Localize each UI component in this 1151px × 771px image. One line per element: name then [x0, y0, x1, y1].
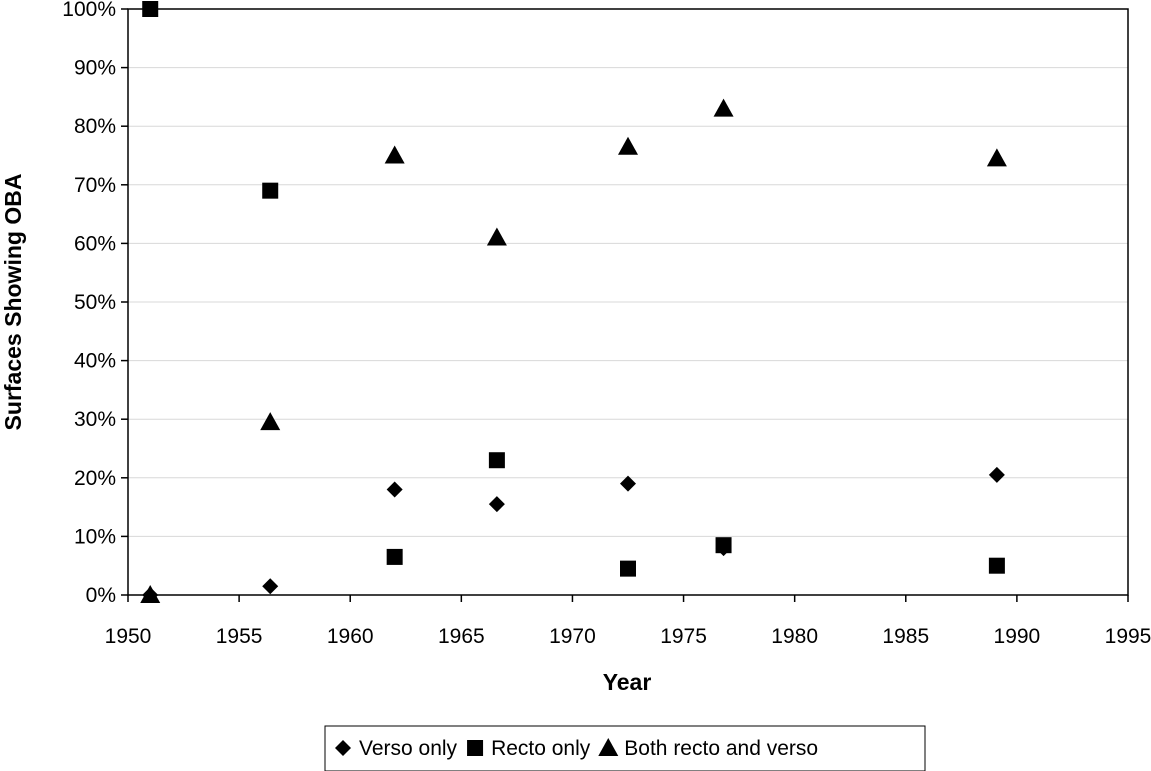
- legend-label: Recto only: [491, 737, 591, 760]
- x-tick-label: 1995: [1105, 625, 1151, 648]
- diamond-point: [988, 466, 1005, 483]
- y-tick-label: 90%: [74, 57, 116, 80]
- triangle-point: [486, 227, 507, 246]
- y-tick-label: 30%: [74, 408, 116, 431]
- triangle-point: [260, 412, 281, 431]
- legend-triangle-icon: [598, 738, 619, 756]
- legend-item: Recto only: [467, 737, 591, 760]
- legend-item: Both recto and verso: [598, 737, 818, 760]
- legend-diamond-icon: [335, 740, 351, 756]
- legend-item: Verso only: [335, 737, 458, 760]
- y-tick-label: 40%: [74, 350, 116, 373]
- x-tick-label: 1970: [549, 625, 596, 648]
- y-tick-label: 70%: [74, 174, 116, 197]
- square-point: [386, 548, 403, 565]
- legend: Verso only Recto only Both recto and verso: [324, 725, 926, 771]
- series-square: [142, 1, 1005, 577]
- x-tick-label: 1985: [882, 625, 929, 648]
- x-axis-title: Year: [603, 669, 652, 695]
- y-tick-label: 0%: [86, 584, 116, 607]
- x-tick-label: 1980: [771, 625, 818, 648]
- square-point: [262, 182, 279, 199]
- square-point: [142, 1, 159, 17]
- x-tick-label: 1965: [438, 625, 485, 648]
- data-points: [140, 1, 1007, 603]
- legend-box: [324, 725, 926, 771]
- y-tick-label: 10%: [74, 525, 116, 548]
- series-diamond: [142, 466, 1005, 603]
- axes: 0% 10% 20% 30% 40% 50% 60% 70% 80% 90% 100% 1950 195…: [62, 0, 1151, 648]
- square-point: [988, 557, 1005, 574]
- diamond-point: [620, 475, 636, 492]
- x-tick-label: 1955: [216, 625, 263, 648]
- triangle-point: [618, 136, 638, 155]
- y-tick-label: 50%: [74, 291, 116, 314]
- diamond-point: [386, 481, 403, 498]
- y-tick-label: 20%: [74, 467, 116, 490]
- y-tick-label: 100%: [62, 0, 116, 21]
- triangle-point: [140, 585, 161, 603]
- diamond-point: [262, 578, 279, 595]
- square-point: [620, 560, 636, 577]
- legend-square-icon: [467, 740, 484, 756]
- diamond-point: [488, 496, 505, 513]
- x-tick-label: 1950: [105, 625, 152, 648]
- x-tick-label: 1990: [994, 625, 1041, 648]
- x-tick-label: 1975: [660, 625, 707, 648]
- y-tick-label: 60%: [74, 232, 116, 255]
- gridlines: [128, 67, 1128, 537]
- triangle-point: [713, 98, 734, 117]
- x-tick-label: 1960: [327, 625, 374, 648]
- triangle-point: [384, 145, 405, 164]
- series-triangle: [140, 98, 1007, 603]
- y-tick-label: 80%: [74, 115, 116, 138]
- legend-label: Verso only: [359, 737, 458, 760]
- legend-label: Both recto and verso: [624, 737, 818, 760]
- triangle-point: [986, 148, 1007, 167]
- square-point: [488, 452, 505, 469]
- y-axis-title: Surfaces Showing OBA: [0, 174, 26, 431]
- square-point: [715, 537, 732, 554]
